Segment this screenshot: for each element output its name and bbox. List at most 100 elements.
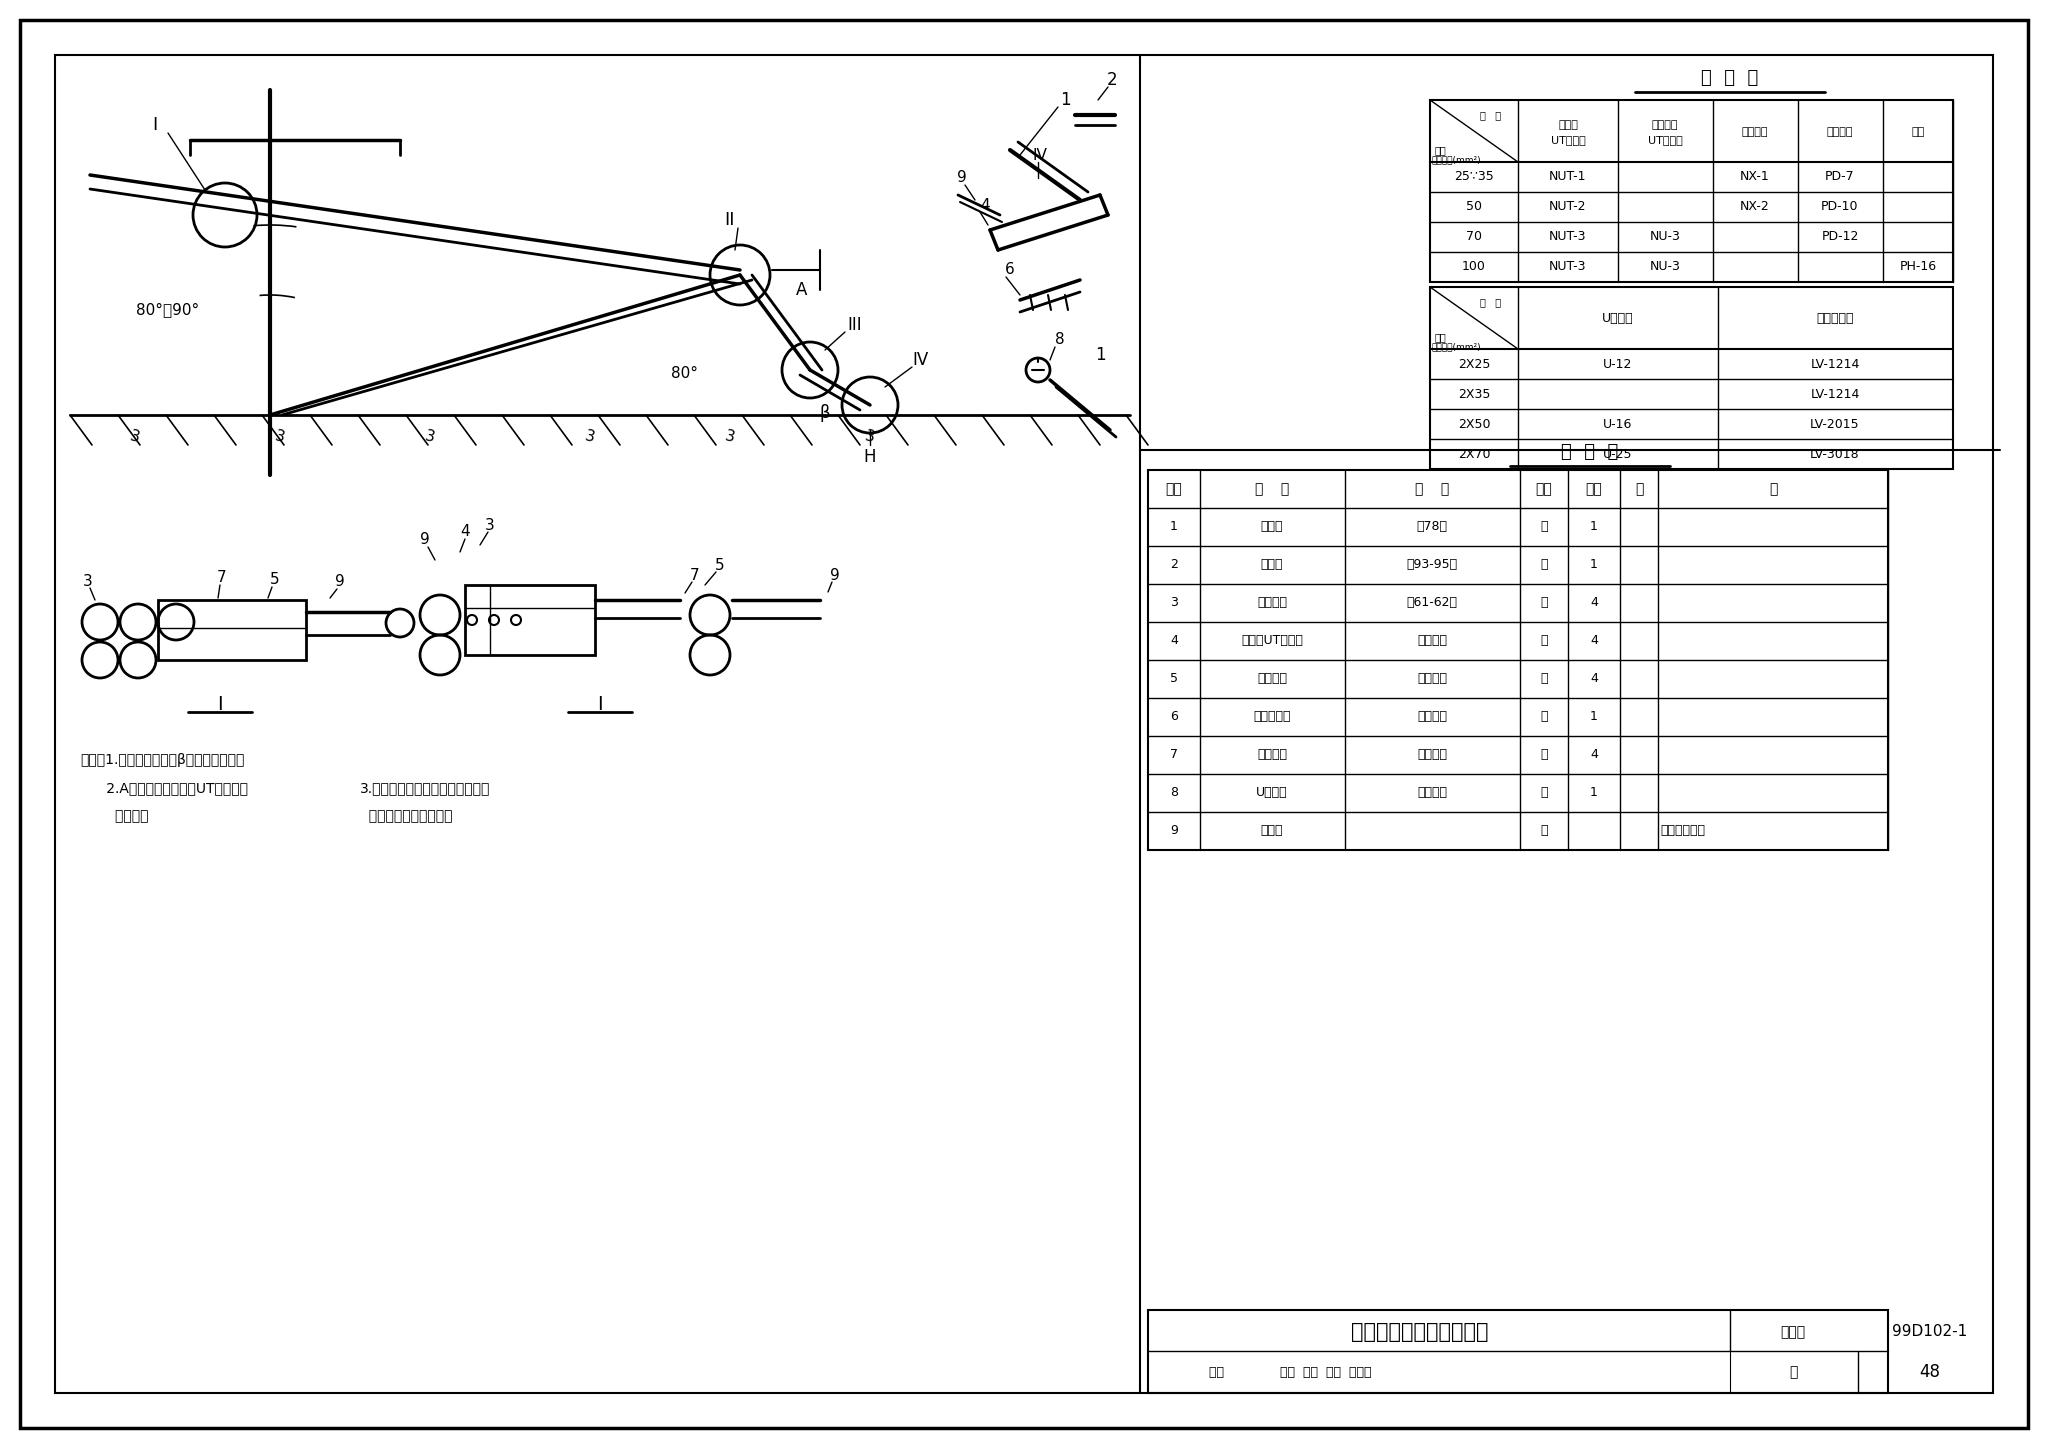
Text: 4: 4 — [1589, 634, 1597, 647]
Text: 3: 3 — [1169, 597, 1178, 610]
Text: NX-1: NX-1 — [1741, 171, 1769, 184]
Text: 块: 块 — [1540, 711, 1548, 724]
Text: 见选择表: 见选择表 — [1417, 749, 1448, 762]
Text: 3: 3 — [129, 429, 141, 446]
Bar — [158, 599, 305, 660]
Text: 块: 块 — [1540, 749, 1548, 762]
Text: 2.A值根据拉线角度及UT型线夹大: 2.A值根据拉线角度及UT型线夹大 — [80, 780, 248, 795]
Text: 挂环: 挂环 — [1911, 127, 1925, 138]
Text: 付: 付 — [1540, 597, 1548, 610]
Text: 双拉线联板: 双拉线联板 — [1817, 313, 1853, 326]
Text: LV-3018: LV-3018 — [1810, 447, 1860, 460]
Text: 图集号: 图集号 — [1780, 1325, 1806, 1339]
Text: 7: 7 — [1169, 749, 1178, 762]
Text: NU-3: NU-3 — [1649, 230, 1681, 243]
Text: 1: 1 — [1589, 559, 1597, 572]
Text: 见93-95页: 见93-95页 — [1407, 559, 1458, 572]
Text: 线径面积(mm²): 线径面积(mm²) — [1432, 343, 1481, 352]
Text: 80°: 80° — [672, 365, 698, 381]
Text: 2X70: 2X70 — [1458, 447, 1491, 460]
Text: U-16: U-16 — [1604, 417, 1632, 430]
Text: LV-1214: LV-1214 — [1810, 388, 1860, 401]
Text: 5: 5 — [715, 557, 725, 572]
Text: 见选择表: 见选择表 — [1417, 672, 1448, 685]
Bar — [1149, 1310, 1888, 1393]
Text: 8: 8 — [1169, 786, 1178, 799]
Text: 1: 1 — [1169, 520, 1178, 533]
Text: 9: 9 — [1169, 824, 1178, 837]
Text: 序号: 序号 — [1165, 482, 1182, 497]
Text: 4: 4 — [1589, 672, 1597, 685]
Text: 说明：1.拉线、拉线盘及β值选择见附录。: 说明：1.拉线、拉线盘及β值选择见附录。 — [80, 753, 244, 767]
Text: 注: 注 — [1769, 482, 1778, 497]
Text: 材  料  表: 材 料 表 — [1561, 443, 1618, 460]
Text: I: I — [217, 695, 223, 714]
Text: 1: 1 — [1059, 91, 1071, 109]
Text: PD-7: PD-7 — [1825, 171, 1855, 184]
Text: 个: 个 — [1540, 672, 1548, 685]
Text: 100: 100 — [1462, 261, 1487, 274]
Text: 楔型线夹: 楔型线夹 — [1741, 127, 1767, 138]
Text: 5: 5 — [1169, 672, 1178, 685]
Text: 1: 1 — [1096, 346, 1106, 363]
Text: 拉线抱筠: 拉线抱筠 — [1257, 597, 1286, 610]
Text: 锂绞线: 锂绞线 — [1262, 824, 1284, 837]
Text: 个: 个 — [1540, 786, 1548, 799]
Text: III: III — [848, 316, 862, 334]
Text: I: I — [152, 116, 158, 135]
Text: 名   称: 名 称 — [1481, 110, 1501, 120]
Text: 4: 4 — [981, 197, 989, 213]
Text: LV-2015: LV-2015 — [1810, 417, 1860, 430]
Text: 2: 2 — [1169, 559, 1178, 572]
Text: 名    称: 名 称 — [1255, 482, 1288, 497]
Text: U型挂板: U型挂板 — [1255, 786, 1288, 799]
Text: 见78页: 见78页 — [1417, 520, 1448, 533]
Text: 3: 3 — [584, 429, 596, 446]
Text: 可调式UT型线夹: 可调式UT型线夹 — [1241, 634, 1303, 647]
Bar — [465, 585, 596, 654]
Text: 选  择  表: 选 择 表 — [1702, 70, 1759, 87]
Text: IV: IV — [1032, 148, 1047, 162]
Text: 拉线盘: 拉线盘 — [1262, 559, 1284, 572]
Text: PD-12: PD-12 — [1821, 230, 1860, 243]
Text: H: H — [864, 447, 877, 466]
Text: 2X25: 2X25 — [1458, 358, 1491, 371]
Text: 9: 9 — [336, 575, 344, 589]
Text: 7: 7 — [690, 568, 700, 582]
Text: 3: 3 — [723, 429, 737, 446]
Text: 双钢绞线水平拉线组装图: 双钢绞线水平拉线组装图 — [1352, 1322, 1489, 1342]
Text: 小确定。: 小确定。 — [80, 809, 150, 822]
Text: I: I — [598, 695, 602, 714]
Text: IV: IV — [911, 350, 928, 369]
Text: 4: 4 — [1589, 749, 1597, 762]
Text: 9: 9 — [829, 568, 840, 582]
Bar — [1430, 287, 1954, 469]
Text: 截面: 截面 — [1436, 145, 1446, 155]
Text: U-25: U-25 — [1604, 447, 1632, 460]
Text: 4: 4 — [461, 524, 469, 540]
Text: 3: 3 — [272, 429, 287, 446]
Bar — [1430, 100, 1954, 282]
Text: NU-3: NU-3 — [1649, 261, 1681, 274]
Text: NUT-1: NUT-1 — [1548, 171, 1587, 184]
Text: 单位: 单位 — [1536, 482, 1552, 497]
Text: 不可调式: 不可调式 — [1653, 120, 1677, 130]
Bar — [1149, 471, 1888, 850]
Text: 6: 6 — [1169, 711, 1178, 724]
Text: 4: 4 — [1589, 597, 1597, 610]
Text: β: β — [819, 404, 829, 421]
Text: 2X50: 2X50 — [1458, 417, 1491, 430]
Text: 5: 5 — [270, 572, 281, 588]
Text: 拉线棒: 拉线棒 — [1262, 520, 1284, 533]
Text: 70: 70 — [1466, 230, 1483, 243]
Text: 48: 48 — [1919, 1363, 1942, 1381]
Text: 3.拉线棒与拉线盘连接后，其圆环: 3.拉线棒与拉线盘连接后，其圆环 — [360, 780, 489, 795]
Text: UT型线夹: UT型线夹 — [1649, 135, 1681, 145]
Text: PH-16: PH-16 — [1898, 261, 1937, 274]
Text: 80°～90°: 80°～90° — [137, 303, 199, 317]
Text: 2X35: 2X35 — [1458, 388, 1491, 401]
Text: 3: 3 — [485, 517, 496, 533]
Text: 99D102-1: 99D102-1 — [1892, 1325, 1968, 1339]
Text: 9: 9 — [956, 171, 967, 185]
Text: 见61-62页: 见61-62页 — [1407, 597, 1458, 610]
